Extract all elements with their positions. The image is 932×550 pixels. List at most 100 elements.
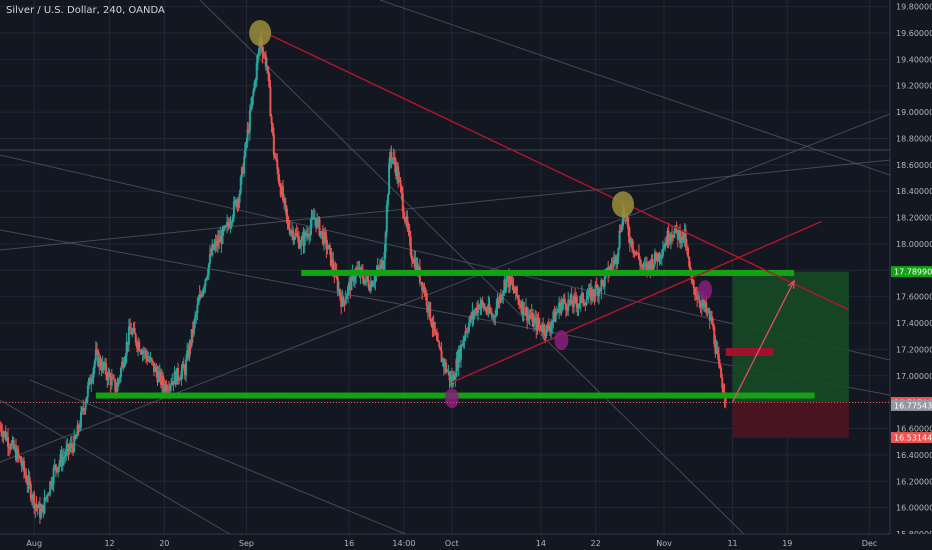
candle-body: [571, 304, 574, 307]
candle-body: [389, 151, 392, 164]
candle-body: [50, 481, 53, 486]
candle-body: [649, 264, 652, 271]
candle-body: [494, 315, 497, 317]
candle-body: [38, 503, 41, 518]
candle-body: [692, 280, 695, 288]
candle-body: [513, 290, 516, 294]
price-tick-label: 18.40000: [896, 187, 932, 196]
candle-body: [108, 372, 111, 377]
candle-body: [94, 349, 97, 361]
candle-body: [69, 443, 72, 449]
candle-body: [680, 240, 683, 243]
price-tick-label: 17.40000: [896, 319, 932, 328]
candle-body: [142, 351, 145, 353]
candle-body: [501, 295, 504, 300]
candle-body: [92, 367, 95, 378]
candle-body: [40, 511, 43, 518]
candle-body: [458, 349, 461, 360]
candle-body: [268, 73, 271, 87]
candle-body: [195, 313, 198, 317]
candle-body: [229, 223, 232, 228]
candle-body: [449, 376, 452, 381]
candle-body: [578, 303, 581, 305]
candle-body: [534, 317, 537, 320]
candle-body: [137, 341, 140, 348]
candle-body: [657, 252, 660, 262]
candle-body: [660, 255, 663, 257]
candle-body: [215, 241, 218, 247]
candle-body: [272, 133, 275, 155]
candle-body: [84, 402, 87, 411]
candle-body: [582, 293, 585, 304]
candle-body: [184, 359, 187, 376]
drawing-line: [0, 109, 901, 463]
candle-body: [237, 199, 240, 203]
candle-body: [336, 277, 339, 292]
candle-body: [526, 307, 529, 321]
candle-body: [650, 258, 653, 271]
candle-body: [543, 324, 546, 334]
candle-body: [587, 289, 590, 297]
candle-body: [131, 331, 134, 335]
candle-body: [550, 325, 553, 332]
candle-body: [474, 308, 477, 313]
candle-body: [559, 302, 562, 313]
candle-body: [345, 295, 348, 300]
candle-body: [585, 299, 588, 306]
candle-body: [715, 348, 718, 354]
candle-body: [511, 283, 514, 285]
candle-body: [250, 105, 253, 111]
candle-body: [93, 360, 96, 368]
candle-body: [247, 129, 250, 132]
candle-body: [210, 253, 213, 255]
candle-body: [610, 265, 613, 267]
candle-body: [376, 266, 379, 273]
candle-body: [157, 373, 160, 383]
candle-body: [125, 341, 128, 356]
candle-body: [328, 244, 331, 249]
candle-body: [372, 283, 375, 287]
candle-body: [381, 261, 384, 264]
candle-body: [477, 305, 480, 314]
candle-body: [512, 284, 515, 291]
candle-body: [689, 266, 692, 272]
candle-body: [350, 273, 353, 291]
drawing-line: [0, 159, 891, 251]
candle-body: [45, 495, 48, 499]
candle-body: [309, 226, 312, 237]
candle-body: [365, 274, 368, 280]
candle-body: [117, 379, 120, 383]
time-tick-label: 14: [536, 539, 546, 548]
candle-body: [576, 303, 579, 309]
candle-body: [59, 454, 62, 464]
candle-body: [34, 504, 37, 509]
candle-body: [103, 363, 106, 368]
candle-body: [380, 263, 383, 270]
candle-body: [580, 293, 583, 297]
candle-body: [531, 312, 534, 327]
candle-body: [127, 326, 130, 345]
candle-body: [227, 221, 230, 225]
candle-body: [13, 447, 16, 449]
candle-body: [100, 366, 103, 371]
candle-body: [655, 252, 658, 259]
candle-body: [414, 258, 417, 272]
candle-body: [155, 366, 158, 373]
candle-body: [147, 359, 150, 361]
candle-body: [297, 236, 300, 249]
candle-body: [121, 361, 124, 369]
candle-body: [154, 366, 157, 372]
candle-body: [695, 295, 698, 297]
candle-body: [315, 218, 318, 228]
candle-body: [713, 326, 716, 345]
candle-body: [362, 279, 365, 284]
candle-body: [235, 200, 238, 208]
candle-body: [312, 217, 315, 220]
candle-body: [62, 457, 65, 459]
candle-body: [445, 362, 448, 372]
candle-body: [172, 381, 175, 385]
candle-body: [704, 302, 707, 308]
candle-body: [279, 185, 282, 196]
candle-body: [681, 230, 684, 241]
